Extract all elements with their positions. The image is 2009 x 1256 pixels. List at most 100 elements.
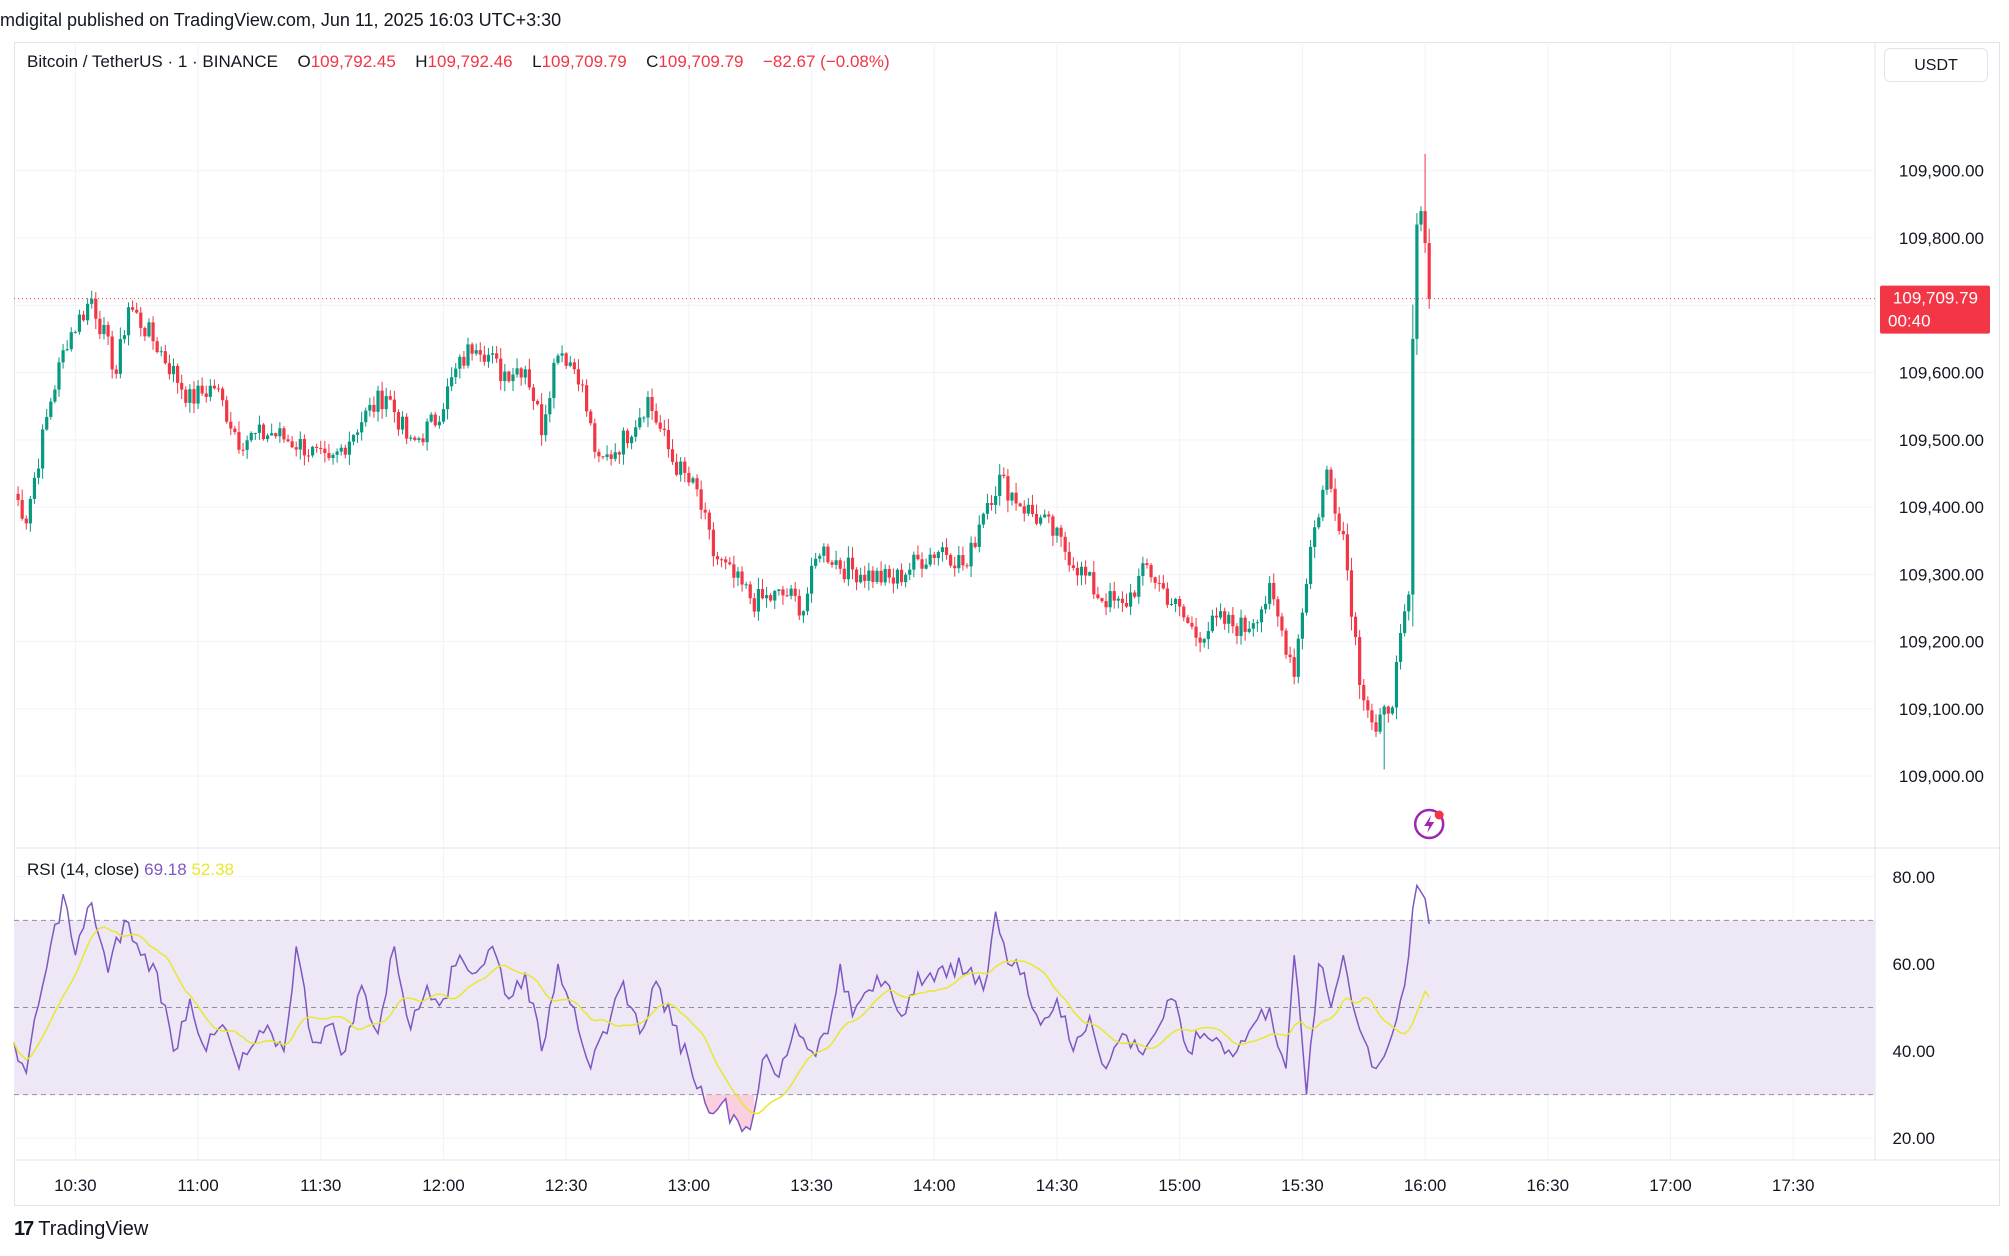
candle-body [1063, 536, 1067, 552]
candle-body [1112, 591, 1116, 601]
candle-body [49, 401, 53, 417]
candle-body [237, 432, 241, 450]
candle-body [1308, 546, 1313, 584]
candle-body [450, 377, 454, 387]
candle-body [176, 365, 180, 383]
candle-body [1026, 504, 1030, 514]
last-price-tag-value: 109,709.79 [1893, 289, 1978, 308]
candle-body [94, 298, 98, 319]
candle-body [740, 571, 744, 585]
candle-body [1178, 598, 1182, 607]
price-axis-label: 109,800.00 [1899, 229, 1984, 248]
time-axis-label: 10:30 [54, 1176, 97, 1195]
time-axis-label: 15:00 [1158, 1176, 1201, 1195]
candle-body [1202, 639, 1206, 643]
candle-body [1092, 572, 1096, 595]
candle-body [196, 385, 200, 404]
rsi-legend[interactable]: RSI (14, close) 69.18 52.38 [27, 860, 234, 880]
time-axis-label: 17:00 [1649, 1176, 1692, 1195]
candle-body [859, 574, 863, 583]
rsi-title[interactable]: RSI (14, close) [27, 860, 140, 879]
currency-button[interactable]: USDT [1884, 48, 1988, 82]
open-label: O [297, 52, 311, 71]
candle-body [998, 474, 1002, 496]
candle-body [1333, 488, 1337, 514]
candle-body [965, 565, 969, 567]
candle-body [286, 439, 290, 442]
candle-body [245, 440, 249, 450]
candle-body [1149, 564, 1153, 578]
candle-body [797, 595, 801, 616]
candle-body [908, 569, 912, 575]
candle-body [45, 416, 49, 430]
candle-body [1394, 661, 1399, 708]
candle-body [507, 371, 511, 382]
candle-body [1378, 714, 1382, 732]
candle-body [1284, 630, 1288, 655]
candle-body [110, 336, 114, 370]
candle-body [871, 570, 875, 582]
tradingview-logo[interactable]: 17 TradingView [14, 1218, 148, 1241]
candle-body [1304, 583, 1309, 613]
candle-body [1382, 706, 1386, 715]
tradingview-logo-icon: 17 [14, 1218, 34, 1240]
candle-body [568, 362, 572, 366]
candle-body [564, 353, 568, 366]
candle-body [282, 428, 286, 440]
candle-body [53, 389, 57, 402]
candle-body [425, 421, 429, 443]
candle-body [593, 423, 597, 452]
candles [16, 153, 1431, 770]
candle-body [1169, 603, 1174, 605]
candle-body [572, 362, 576, 370]
candle-body [715, 556, 720, 560]
candle-body [445, 386, 450, 410]
candle-body [57, 362, 61, 390]
candle-body [642, 417, 646, 419]
candle-body [355, 432, 360, 435]
open-value: 109,792.45 [310, 52, 396, 71]
symbol-legend[interactable]: Bitcoin / TetherUS · 1 · BINANCE O109,79… [27, 52, 890, 72]
time-axis-label: 13:30 [790, 1176, 833, 1195]
candle-body [969, 542, 973, 567]
candle-body [842, 568, 846, 580]
candle-body [899, 569, 904, 583]
candle-body [822, 546, 826, 556]
candle-body [208, 385, 212, 397]
candle-body [102, 324, 106, 335]
candle-body [1108, 591, 1112, 608]
candle-body [585, 385, 589, 412]
time-axis-label: 16:00 [1404, 1176, 1447, 1195]
candle-body [1398, 633, 1403, 662]
candle-body [540, 404, 544, 436]
candle-body [331, 454, 335, 458]
candle-body [1173, 598, 1178, 604]
candle-body [850, 557, 855, 570]
candle-body [601, 456, 605, 458]
candle-body [560, 353, 564, 356]
candle-body [200, 385, 204, 394]
candle-body [470, 344, 474, 354]
candle-body [135, 309, 139, 313]
symbol-name[interactable]: Bitcoin / TetherUS · 1 · BINANCE [27, 52, 278, 71]
candle-body [1321, 489, 1325, 518]
candle-body [953, 565, 957, 569]
candle-body [126, 307, 131, 336]
candle-body [1243, 617, 1247, 632]
candle-body [1353, 616, 1358, 638]
candle-body [1145, 563, 1149, 565]
candle-body [364, 410, 368, 423]
candle-body [106, 324, 110, 337]
candle-body [527, 369, 531, 388]
rsi-ma-value: 52.38 [191, 860, 234, 879]
candle-body [41, 429, 45, 469]
candle-body [658, 422, 662, 429]
candle-body [1157, 582, 1161, 584]
candle-body [1120, 598, 1125, 603]
candle-body [327, 453, 331, 458]
candle-body [73, 331, 77, 333]
candle-body [1030, 504, 1035, 515]
candle-body [454, 368, 458, 378]
rsi-ma-line [13, 926, 1430, 1115]
